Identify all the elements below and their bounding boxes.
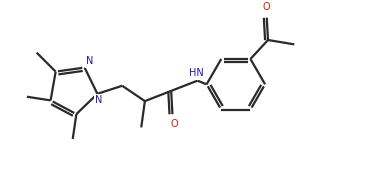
Text: O: O [263, 2, 270, 12]
Text: N: N [86, 56, 93, 66]
Text: O: O [170, 120, 178, 129]
Text: N: N [95, 95, 103, 105]
Text: HN: HN [189, 68, 203, 78]
